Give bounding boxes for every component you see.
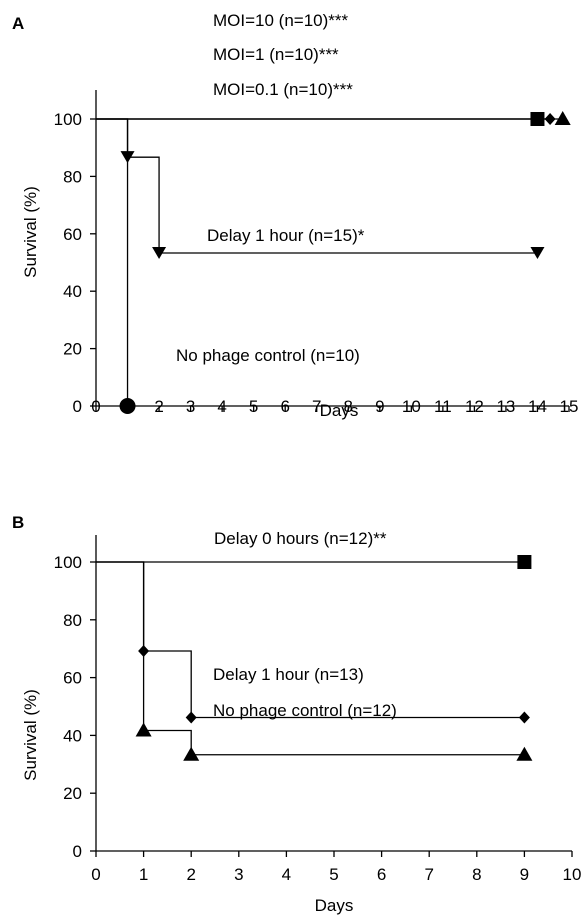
series-line — [96, 561, 525, 756]
x-tick-label: 3 — [186, 397, 195, 416]
x-tick-label: 9 — [520, 865, 529, 884]
y-tick-label: 80 — [63, 611, 82, 630]
x-tick-label: 0 — [91, 865, 100, 884]
x-tick-label: 3 — [234, 865, 243, 884]
series-delay-0-hours-n-12 — [96, 555, 532, 569]
x-axis-label: Days — [315, 896, 354, 915]
x-tick-label: 10 — [563, 865, 582, 884]
annotation-delay-1-hour: Delay 1 hour (n=15)* — [207, 226, 365, 245]
x-tick-label: 14 — [528, 397, 547, 416]
x-tick-label: 6 — [377, 865, 386, 884]
x-tick-label: 7 — [424, 865, 433, 884]
x-tick-label: 8 — [344, 397, 353, 416]
axes: 0204060801000123456789101112131415 — [54, 90, 579, 416]
x-tick-label: 15 — [560, 397, 579, 416]
series-no-phage-control-n-10 — [96, 118, 136, 414]
triangle-up-marker — [135, 722, 152, 737]
x-tick-label: 6 — [280, 397, 289, 416]
x-tick-label: 8 — [472, 865, 481, 884]
y-tick-label: 60 — [63, 669, 82, 688]
annotation-moi10: MOI=10 (n=10)*** — [213, 11, 349, 30]
x-tick-label: 2 — [154, 397, 163, 416]
annotation-no-phage-control: No phage control (n=12) — [213, 701, 397, 720]
y-axis-label: Survival (%) — [21, 186, 40, 278]
y-tick-label: 60 — [63, 225, 82, 244]
circle-marker — [119, 398, 136, 414]
y-axis-label: Survival (%) — [21, 689, 40, 781]
y-tick-label: 40 — [63, 282, 82, 301]
x-tick-label: 7 — [312, 397, 321, 416]
series-line — [96, 561, 525, 719]
x-tick-label: 2 — [186, 865, 195, 884]
annotation-moi1: MOI=1 (n=10)*** — [213, 45, 339, 64]
x-tick-label: 4 — [217, 397, 226, 416]
series-line — [96, 118, 129, 406]
diamond-marker — [518, 711, 530, 724]
triangle-down-marker — [530, 247, 545, 260]
triangle-up-marker — [516, 746, 533, 761]
x-tick-label: 11 — [434, 397, 452, 416]
x-tick-label: 9 — [375, 397, 384, 416]
y-tick-label: 0 — [73, 397, 82, 416]
annotation-delay-0-hours: Delay 0 hours (n=12)** — [214, 529, 387, 548]
x-tick-label: 0 — [91, 397, 100, 416]
x-tick-label: 12 — [465, 397, 484, 416]
series-no-phage-control-n-12 — [96, 561, 533, 761]
y-tick-label: 40 — [63, 726, 82, 745]
y-tick-label: 20 — [63, 340, 82, 359]
series-delay-1-hour-n-13 — [96, 561, 530, 724]
triangle-up-marker — [183, 746, 200, 761]
panel-a: A MOI=10 (n=10)*** MOI=1 (n=10)*** MOI=0… — [12, 11, 578, 420]
square-marker — [517, 555, 532, 569]
diamond-marker — [185, 711, 197, 724]
triangle-down-marker — [152, 247, 167, 260]
triangle-up-marker — [554, 111, 571, 125]
panel-b: B Delay 0 hours (n=12)** Delay 1 hour (n… — [12, 513, 581, 915]
y-tick-label: 100 — [54, 553, 82, 572]
x-tick-label: 4 — [282, 865, 291, 884]
x-tick-label: 1 — [139, 865, 148, 884]
x-tick-label: 10 — [402, 397, 421, 416]
x-tick-label: 5 — [329, 865, 338, 884]
series-layer — [96, 111, 571, 414]
axes: 0 20 40 60 80 100 0 1 2 3 4 5 6 7 8 9 10 — [54, 535, 582, 884]
annotation-no-phage-control: No phage control (n=10) — [176, 346, 360, 365]
x-tick-label: 5 — [249, 397, 258, 416]
x-tick-label: 13 — [496, 397, 515, 416]
series-moi-0-1-n-10 — [96, 111, 571, 125]
y-tick-label: 0 — [73, 842, 82, 861]
annotation-delay-1-hour: Delay 1 hour (n=13) — [213, 665, 364, 684]
panel-b-label: B — [12, 513, 24, 532]
series-layer — [96, 555, 533, 761]
annotation-moi01: MOI=0.1 (n=10)*** — [213, 80, 353, 99]
y-tick-label: 80 — [63, 167, 82, 186]
y-tick-label: 100 — [54, 110, 82, 129]
y-tick-label: 20 — [63, 784, 82, 803]
panel-a-label: A — [12, 14, 24, 33]
